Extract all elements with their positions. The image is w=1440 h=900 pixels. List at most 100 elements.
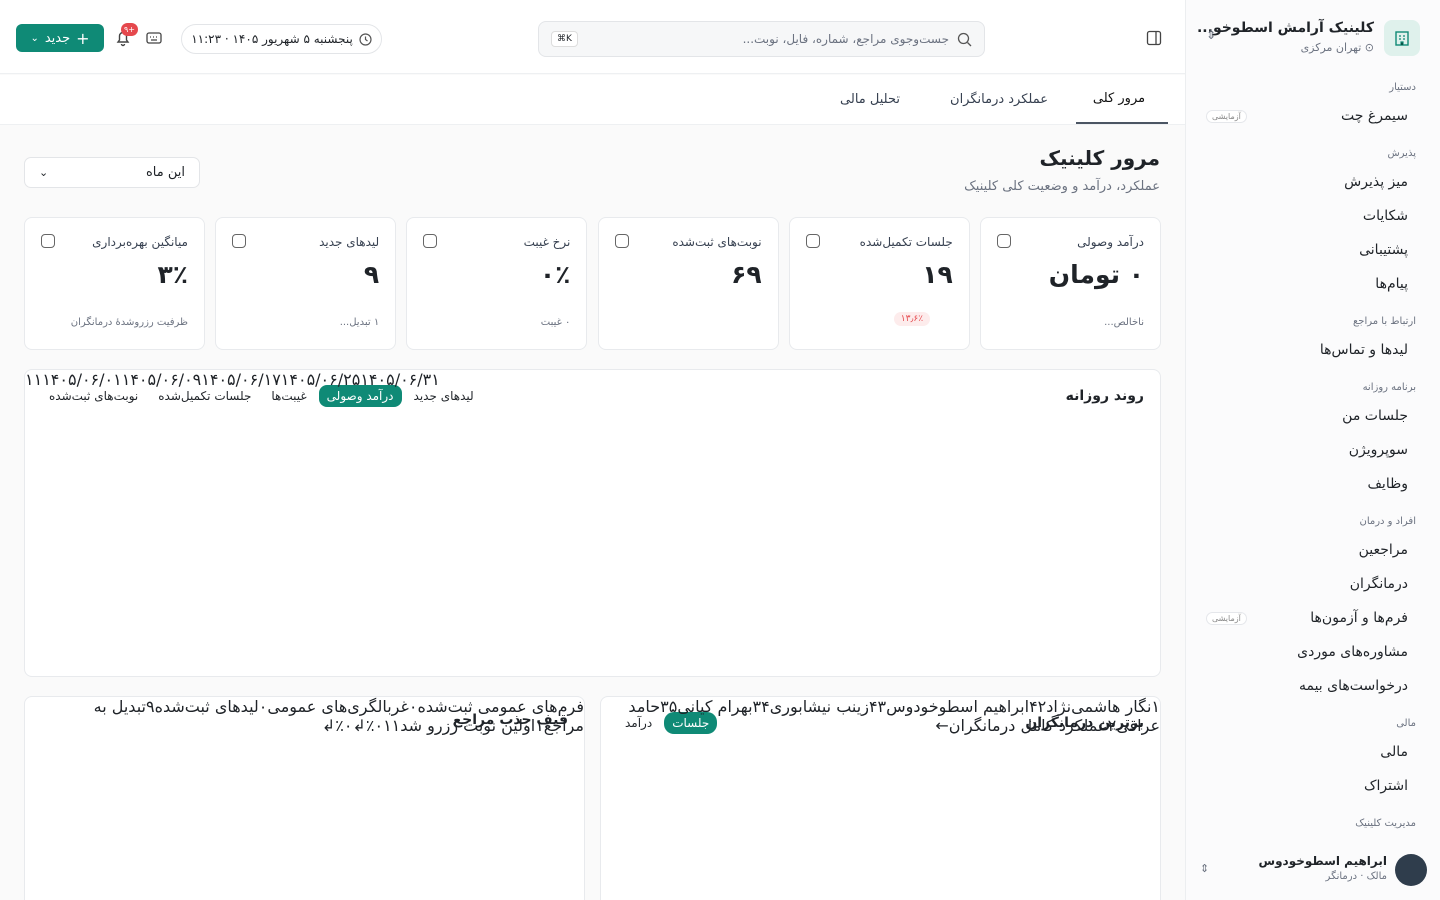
- kpi-foot: ۱ تبدیل...: [339, 317, 380, 328]
- nav-item[interactable]: شکایات: [1186, 199, 1440, 233]
- nav-item[interactable]: مراجعین: [1186, 533, 1440, 567]
- stage-label: اولین نوبت رزرو شد: [400, 716, 536, 735]
- metric-tabs: لیدهای جدید درآمد وصولی غیبت‌ها جلسات تکمیل…: [41, 385, 482, 407]
- metric-tab[interactable]: درآمد وصولی: [318, 385, 402, 407]
- tab[interactable]: عملکرد درمانگران: [934, 75, 1070, 124]
- conversion-arrow: ↲: [352, 716, 366, 735]
- kpi-icon: [997, 234, 1011, 248]
- x-tick-label: ۱۴۰۵/۰۶/۰۱: [42, 370, 122, 389]
- x-tick-label: ۱۴۰۵/۰۶/۲۵: [280, 370, 361, 389]
- nav-item[interactable]: اشتراک: [1186, 769, 1440, 803]
- nav-group-title: برنامه روزانه: [1362, 382, 1416, 393]
- period-label: این ماه: [146, 165, 185, 180]
- value-label: ۳: [752, 697, 762, 716]
- nav-item[interactable]: مالی: [1186, 735, 1440, 769]
- conversion-label: ۱۱٪: [365, 716, 401, 735]
- avatar: [1395, 854, 1427, 886]
- nav-label: سیمرغ چت: [1341, 108, 1408, 124]
- therapist-name: ابراهیم اسطوخودوس: [886, 697, 1030, 716]
- trend-card: روند روزانه لیدهای جدید درآمد وصولی غیبت‌ها…: [24, 369, 1161, 677]
- sidebar-toggle[interactable]: [1146, 30, 1162, 46]
- value-label: ۳: [660, 697, 669, 716]
- notification-badge: ۹+: [121, 23, 138, 36]
- chart-title: روند روزانه: [1065, 388, 1144, 404]
- sidebar: کلینیک آرامش اسطوخو... ⊙ تهران مرکزی ⇕ د…: [1185, 0, 1440, 900]
- conversion-arrow: ↲: [321, 716, 336, 735]
- clinic-location-text: تهران مرکزی: [1300, 41, 1362, 54]
- value-label: ۴: [1029, 697, 1038, 716]
- metric-tab[interactable]: غیبت‌ها: [271, 389, 307, 403]
- tab[interactable]: تحلیل مالی: [820, 75, 926, 124]
- metric-tab[interactable]: جلسات تکمیل‌شده: [158, 389, 252, 403]
- rank: ۱: [1151, 697, 1160, 716]
- value-label: ۰: [258, 697, 268, 716]
- therapists-link[interactable]: عملکرد کامل درمانگران: [948, 716, 1108, 735]
- clinic-switcher[interactable]: ⇕: [1206, 28, 1217, 42]
- stage-label: فرم‌های عمومی ثبت‌شده: [417, 697, 584, 716]
- nav-badge: آزمایشی: [1206, 109, 1247, 123]
- nav-item[interactable]: پشتیبانی: [1186, 233, 1440, 267]
- chart-title: قیف جذب مراجع: [452, 712, 568, 728]
- kpi-label: جلسات تکمیل‌شده: [859, 235, 953, 249]
- nav-item[interactable]: جلسات من: [1186, 399, 1440, 433]
- nav: دستیار سیمرغ چت آزمایشی پذیرش میز پذیرش شکایا…: [1186, 80, 1440, 832]
- user-menu: ⇕: [1200, 862, 1210, 875]
- nav-item[interactable]: سوپرویژن: [1186, 433, 1440, 467]
- x-tick-label: ۱۴۰۵/۰۶/۳۱: [360, 370, 440, 389]
- metric-tab[interactable]: نوبت‌های ثبت‌شده: [49, 389, 139, 403]
- nav-item[interactable]: وظایف: [1186, 467, 1440, 501]
- nav-group-title: مالی: [1396, 718, 1416, 729]
- funnel-card: قیف جذب مراجع فرم‌های عمومی ثبت‌شده ۰غربال…: [24, 696, 585, 900]
- therapist-name: بهرام کیانی: [677, 697, 753, 716]
- nav-item[interactable]: فرم‌ها و آزمون‌ها آزمایشی: [1186, 601, 1440, 635]
- kpi-icon: [232, 234, 247, 248]
- nav-item[interactable]: مشاوره‌های موردی: [1186, 635, 1440, 669]
- nav-label: شکایات: [1362, 208, 1408, 224]
- tab-label: تحلیل مالی: [840, 92, 900, 107]
- toggle-option[interactable]: جلسات: [664, 712, 718, 734]
- tab-bar: مرور کلی عملکرد درمانگران تحلیل مالی: [0, 75, 1185, 125]
- keyboard-icon[interactable]: [146, 31, 162, 45]
- nav-label: فرم‌ها و آزمون‌ها: [1310, 610, 1408, 626]
- conversion-label: ۰٪: [335, 716, 353, 735]
- nav-item[interactable]: سیمرغ چت آزمایشی: [1186, 99, 1440, 133]
- nav-label: لیدها و تماس‌ها: [1319, 342, 1408, 358]
- nav-label: پیام‌ها: [1375, 276, 1408, 292]
- value-label: ۹: [145, 697, 155, 716]
- stage-label: غربالگری‌های عمومی: [267, 697, 409, 716]
- nav-badge: آزمایشی: [1206, 611, 1247, 625]
- toggle-option[interactable]: درآمد: [625, 716, 653, 730]
- nav-item[interactable]: میز پذیرش: [1186, 165, 1440, 199]
- funnel-chart: فرم‌های عمومی ثبت‌شده ۰غربالگری‌های عمومی…: [25, 697, 584, 735]
- tab[interactable]: مرور کلی: [1076, 75, 1168, 124]
- kpi-value: ۶۹: [731, 260, 762, 289]
- search-box[interactable]: جست‌وجوی مراجع، شماره، فایل، نوبت... ⌘K: [538, 21, 985, 57]
- nav-label: مراجعین: [1358, 542, 1408, 558]
- new-label: جدید: [44, 30, 71, 46]
- value-label: ۴: [868, 697, 878, 716]
- nav-item[interactable]: لیدها و تماس‌ها: [1186, 333, 1440, 367]
- kpi-value: ۹: [363, 260, 380, 289]
- nav-item[interactable]: درخواست‌های بیمه: [1186, 669, 1440, 703]
- therapist-name: زینب نیشابوری: [769, 697, 869, 716]
- search-icon: [957, 32, 972, 46]
- rank: ۴: [761, 697, 770, 716]
- clinic-logo: [1384, 20, 1420, 56]
- metric-tab[interactable]: لیدهای جدید: [413, 389, 474, 403]
- kpi-value: ۱۹: [922, 260, 953, 289]
- kpi-card: لیدهای جدید ۹ ۱ تبدیل...: [215, 217, 397, 350]
- rank: ۲: [1037, 697, 1047, 716]
- value-label: ۲: [1107, 716, 1117, 735]
- period-select[interactable]: این ماه ⌄: [24, 157, 200, 188]
- kpi-badge: ۱۳٫۶٪: [893, 312, 931, 326]
- new-button[interactable]: ⌄ جدید +: [16, 24, 104, 52]
- nav-item[interactable]: پیام‌ها: [1186, 267, 1440, 301]
- stage-label: تبدیل به مراجع: [93, 697, 584, 735]
- kpi-card: جلسات تکمیل‌شده ۱۹ ۱۳٫۶٪: [788, 217, 970, 350]
- clinic-name: کلینیک آرامش اسطوخو...: [1196, 20, 1374, 36]
- nav-item[interactable]: درمانگران: [1186, 567, 1440, 601]
- nav-label: سوپرویژن: [1348, 442, 1408, 458]
- user-box[interactable]: ابراهیم اسطوخودوس مالک · درمانگر ⇕: [1186, 836, 1440, 900]
- nav-group-title: مدیریت کلینیک: [1355, 818, 1416, 829]
- x-tick-label: ۱۴۰۵/۰۶/۱۷: [201, 370, 281, 389]
